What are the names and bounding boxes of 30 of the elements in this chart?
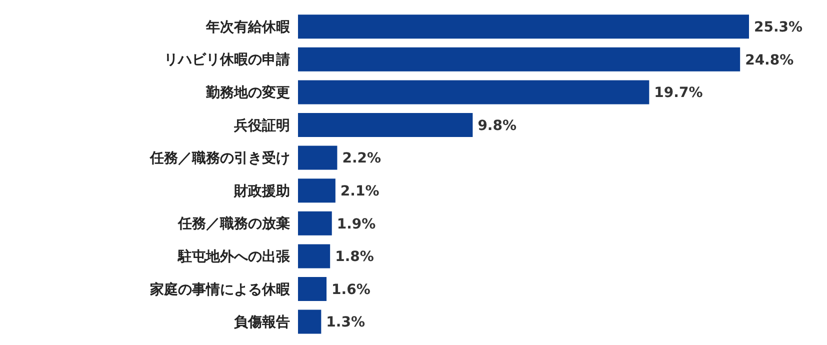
y-tick-label: 負傷報告: [234, 314, 290, 331]
data-label: 25.3%: [754, 19, 803, 36]
bar: [298, 276, 327, 301]
y-tick-label: 家庭の事情による休暇: [149, 280, 291, 298]
data-label: 2.2%: [342, 150, 382, 167]
bar: [298, 310, 322, 334]
bar: [298, 14, 749, 39]
y-tick-label: 兵役証明: [233, 116, 290, 134]
data-label: 1.8%: [335, 249, 374, 266]
data-label: 1.3%: [326, 314, 365, 331]
data-label: 1.9%: [336, 216, 376, 232]
y-tick-label: 勤務地の変更: [205, 84, 290, 101]
bar: [298, 178, 336, 203]
data-label: 19.7%: [654, 85, 703, 102]
y-tick-label: 任務／職務の放棄: [177, 215, 290, 232]
bar: [298, 244, 330, 268]
data-label: 1.6%: [332, 282, 370, 298]
data-label: 9.8%: [478, 118, 517, 134]
data-label: 2.1%: [340, 183, 380, 200]
bar: [298, 112, 473, 137]
y-tick-label: 年次有給休暇: [205, 19, 291, 36]
bar: [298, 211, 332, 236]
data-label: 24.8%: [745, 52, 794, 68]
bar: [298, 80, 650, 104]
y-tick-label: 任務／職務の引き受け: [149, 150, 290, 167]
y-tick-label: リハビリ休暇の申請: [164, 51, 290, 68]
y-tick-label: 駐屯地外への出張: [177, 248, 291, 265]
y-tick-label: 財政援助: [233, 183, 290, 200]
bar: [298, 47, 740, 72]
bar: [298, 146, 338, 170]
